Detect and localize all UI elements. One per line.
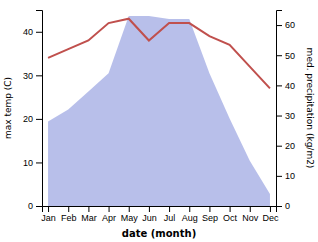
- chart: Jan Feb Mar Apr MayJun Jul Aug Sep Oct NovDec 0 10 2…: [0, 0, 318, 242]
- x-tick: May: [121, 206, 139, 223]
- y2-tick-mark: [276, 85, 282, 86]
- y2-tick-mark: [276, 206, 282, 207]
- y2-tick-label: 10: [285, 171, 295, 181]
- x-tick: Dec: [262, 206, 279, 223]
- x-tick-mark: [88, 206, 89, 212]
- y-tick: 10: [23, 158, 42, 168]
- x-tick: Oct: [223, 206, 238, 223]
- y-tick-mark: [36, 206, 42, 207]
- x-tick-mark: [270, 206, 271, 212]
- x-axis-title: date (month): [122, 228, 196, 239]
- x-tick: Apr: [102, 206, 116, 223]
- plot: Jan Feb Mar Apr MayJun Jul Aug Sep Oct NovDec 0 10 2…: [23, 11, 295, 224]
- y-tick-mark: [36, 75, 42, 76]
- y2-tick-label: 40: [285, 81, 295, 91]
- x-tick-label: Nov: [242, 213, 259, 223]
- x-tick: Mar: [81, 206, 97, 223]
- x-tick: Jul: [164, 206, 176, 223]
- x-tick-label: Dec: [262, 213, 279, 223]
- y-tick: 40: [23, 27, 42, 37]
- y2-tick-mark: [276, 176, 282, 177]
- x-axis: Jan Feb Mar Apr MayJun Jul Aug Sep Oct NovDec: [41, 206, 279, 223]
- axis-line: [43, 207, 277, 213]
- y2-tick-mark: [276, 55, 282, 56]
- y-tick-label: 30: [23, 71, 33, 81]
- y-tick-label: 0: [28, 201, 33, 211]
- y2-tick: 30: [276, 111, 295, 121]
- y-tick: 0: [28, 201, 42, 211]
- x-tick: Sep: [202, 206, 218, 223]
- y-tick: 30: [23, 71, 42, 81]
- y-tick-mark: [36, 119, 42, 120]
- y-tick: 20: [23, 114, 42, 124]
- x-tick-mark: [109, 206, 110, 212]
- x-tick: Jan: [41, 206, 56, 223]
- x-tick: Aug: [182, 206, 198, 223]
- x-tick-label: Mar: [81, 213, 97, 223]
- y2-tick-label: 60: [285, 20, 295, 30]
- y2-tick-mark: [276, 116, 282, 117]
- x-tick-label: Feb: [61, 213, 77, 223]
- x-tick-label: Jun: [142, 213, 157, 223]
- y2-tick-label: 30: [285, 111, 295, 121]
- x-tick-mark: [250, 206, 251, 212]
- x-tick-mark: [230, 206, 231, 212]
- y-tick-mark: [36, 162, 42, 163]
- x-tick-mark: [48, 206, 49, 212]
- y-axis: 0 10 20 30 40: [23, 11, 43, 212]
- x-tick-label: Jul: [164, 213, 176, 223]
- x-tick: Jun: [142, 206, 157, 223]
- y2-tick-mark: [276, 146, 282, 147]
- x-tick: Nov: [242, 206, 259, 223]
- precip-area: [48, 16, 270, 206]
- x-tick-label: Oct: [223, 213, 238, 223]
- x-tick-mark: [169, 206, 170, 212]
- y-axis-title: max temp (C): [3, 77, 13, 139]
- marks: [48, 16, 270, 206]
- x-tick: Feb: [61, 206, 77, 223]
- axis-line: [277, 11, 283, 207]
- y2-tick: 20: [276, 141, 295, 151]
- y2-tick-label: 50: [285, 51, 295, 61]
- x-tick-mark: [149, 206, 150, 212]
- y2-tick-mark: [276, 25, 282, 26]
- axis-line: [36, 11, 43, 207]
- x-tick-mark: [68, 206, 69, 212]
- x-tick-label: Apr: [102, 213, 116, 223]
- x-tick-mark: [189, 206, 190, 212]
- y2-tick: 0: [276, 201, 290, 211]
- temp-line: [48, 19, 270, 89]
- y2-tick: 60: [276, 20, 295, 30]
- y-tick-label: 20: [23, 114, 33, 124]
- y2-axis: 0 10 20 30 40 50 60: [276, 11, 295, 212]
- y-tick-label: 40: [23, 27, 33, 37]
- x-tick-label: Jan: [41, 213, 56, 223]
- x-tick-mark: [129, 206, 130, 212]
- x-tick-label: Sep: [202, 213, 218, 223]
- y2-tick: 10: [276, 171, 295, 181]
- x-tick-label: May: [121, 213, 139, 223]
- y-tick-label: 10: [23, 158, 33, 168]
- y2-tick-label: 0: [285, 201, 290, 211]
- y-tick-mark: [36, 32, 42, 33]
- x-tick-label: Aug: [182, 213, 198, 223]
- y2-tick: 40: [276, 81, 295, 91]
- x-tick-mark: [209, 206, 210, 212]
- y2-tick: 50: [276, 51, 295, 61]
- y2-axis-title: med. precipitation (kg/m2): [305, 48, 315, 169]
- y2-tick-label: 20: [285, 141, 295, 151]
